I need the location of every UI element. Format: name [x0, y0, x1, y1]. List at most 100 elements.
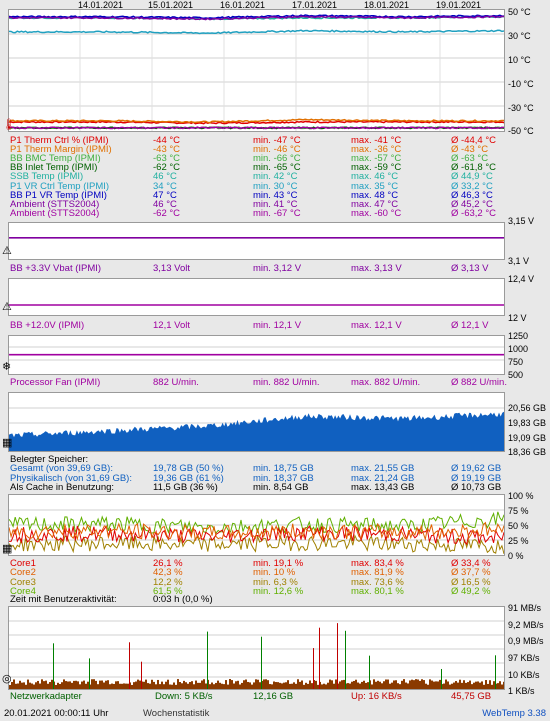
series-avg: Ø -63,2 °C [451, 207, 496, 219]
network-bar [137, 679, 139, 689]
network-up: Up: 16 KB/s [351, 691, 402, 702]
temperature-chart [8, 9, 505, 132]
series-avg: Ø -43 °C [451, 144, 489, 156]
network-spike [89, 658, 90, 689]
network-bar [35, 682, 37, 689]
axis-tick: 1250 [508, 331, 529, 341]
network-bar [127, 683, 129, 689]
network-bar [297, 679, 299, 689]
network-bar [241, 682, 243, 689]
brand-link[interactable]: WebTemp 3.38 [482, 708, 546, 719]
network-bar [11, 682, 13, 689]
series-label: SSB Temp (IPMI) [10, 171, 84, 183]
axis-tick: 12 V [508, 313, 527, 323]
network-bar [219, 682, 221, 689]
network-bar [51, 679, 53, 689]
network-bar [237, 680, 239, 689]
network-bar [179, 681, 181, 689]
axis-tick: 100 % [508, 491, 534, 501]
network-bar [61, 682, 63, 689]
axis-tick: 1 KB/s [508, 686, 535, 696]
network-bar [387, 679, 389, 689]
network-bar [263, 679, 265, 689]
network-bar [349, 683, 351, 689]
network-bar [279, 682, 281, 689]
network-bar [205, 683, 207, 689]
network-bar [65, 681, 67, 689]
series-max: max. 12,1 V [351, 320, 402, 331]
series-max: max. 3,13 V [351, 263, 402, 274]
network-bar [193, 684, 195, 689]
series-label: Core4 [10, 585, 36, 597]
cpu-icon: ▦ [2, 543, 13, 555]
network-bar [289, 683, 291, 689]
v12-chart [8, 278, 505, 316]
axis-tick: 97 KB/s [508, 653, 540, 663]
network-bar [493, 681, 495, 689]
network-bar [29, 682, 31, 689]
series-line-ambient-stts2004- [9, 15, 504, 21]
series-min: min. -47 °C [253, 135, 301, 146]
network-bar [239, 684, 241, 689]
series-min: min. 882 U/min. [253, 377, 320, 388]
network-bar [327, 682, 329, 689]
network-bar [151, 679, 153, 689]
network-bar [131, 684, 133, 689]
network-bar [69, 681, 71, 689]
series-current: 42,3 % [153, 567, 183, 579]
vbat-chart [8, 222, 505, 260]
series-line-p1-vr-ctrl-temp-ipmi- [9, 29, 504, 35]
network-bar [353, 680, 355, 689]
memory-title: Belegter Speicher: [10, 454, 89, 465]
network-bar [321, 684, 323, 689]
series-line-core3 [9, 534, 504, 555]
network-bar [181, 683, 183, 689]
network-bar [27, 679, 29, 689]
series-label: P1 VR Ctrl Temp (IPMI) [10, 180, 110, 192]
network-bar [371, 684, 373, 689]
series-min: min. 3,12 V [253, 263, 302, 274]
memory-chip-icon: ▦ [2, 437, 13, 449]
network-bar [451, 683, 453, 689]
network-bar [343, 679, 345, 689]
network-bar [63, 679, 65, 689]
series-min: min. 6,3 % [253, 576, 298, 588]
network-bar [301, 680, 303, 689]
network-bar [483, 684, 485, 689]
network-bar [423, 680, 425, 689]
axis-tick: 10 KB/s [508, 670, 540, 680]
series-current: -43 °C [153, 144, 181, 156]
network-bar [335, 679, 337, 689]
series-avg: Ø 12,1 V [451, 320, 489, 331]
network-bar [191, 681, 193, 689]
network-bar [25, 684, 27, 689]
series-current: 3,13 Volt [153, 263, 190, 274]
network-bar [221, 683, 223, 689]
network-bar [217, 680, 219, 689]
network-bar [17, 683, 19, 689]
network-bar [215, 682, 217, 689]
network-bar [489, 680, 491, 689]
network-bar [283, 682, 285, 689]
network-bar [463, 680, 465, 689]
activity-value: 0:03 h (0,0 %) [153, 594, 213, 605]
network-chart [8, 606, 505, 690]
network-down: Down: 5 KB/s [155, 691, 213, 702]
status-bar: 20.01.2021 00:00:11 Uhr Wochenstatistik … [0, 707, 550, 721]
network-bar [465, 682, 467, 689]
network-bar [95, 680, 97, 689]
network-bar [329, 679, 331, 689]
series-min: min. -46 °C [253, 144, 301, 156]
network-bar [281, 683, 283, 689]
series-min: min. 30 °C [253, 180, 298, 192]
network-bar [413, 680, 415, 689]
network-spike [261, 636, 262, 689]
axis-tick: -30 °C [508, 103, 534, 113]
cpu-chart [8, 494, 505, 556]
network-bar [87, 681, 89, 689]
network-label: Netzwerkadapter [10, 691, 82, 702]
network-bar [415, 679, 417, 689]
network-bar [57, 682, 59, 689]
network-bar [291, 683, 293, 689]
network-bar [79, 684, 81, 689]
